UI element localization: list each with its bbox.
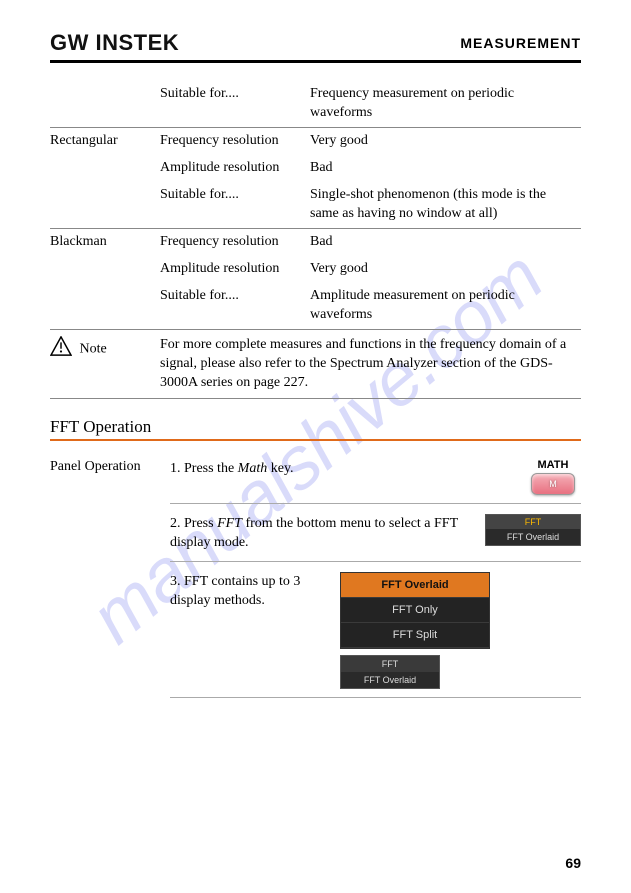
- note-label: Note: [80, 342, 107, 357]
- fft-menu-chip-small: FFT FFT Overlaid: [340, 655, 440, 689]
- menu-item: FFT Split: [341, 623, 489, 648]
- cell-value: Single-shot phenomenon (this mode is the…: [310, 182, 581, 228]
- step-text: 1. Press the Math key.: [170, 459, 525, 479]
- chip-bottom: FFT Overlaid: [486, 529, 580, 545]
- cell-label: Frequency resolution: [160, 128, 310, 155]
- warning-icon: [50, 336, 72, 363]
- chip-top: FFT: [486, 515, 580, 529]
- page-header: GW INSTEK MEASUREMENT: [50, 30, 581, 63]
- brand-logo: GW INSTEK: [50, 30, 179, 56]
- page-number: 69: [565, 855, 581, 871]
- step-divider: [170, 503, 581, 504]
- table-row: Blackman Frequency resolution Bad: [50, 229, 581, 256]
- math-key-button: M: [531, 473, 575, 495]
- step-1: Panel Operation 1. Press the Math key. M…: [50, 459, 581, 495]
- row-name: Blackman: [50, 229, 160, 256]
- cell-label: Amplitude resolution: [160, 155, 310, 182]
- step-2: 2. Press FFT from the bottom menu to sel…: [50, 514, 581, 553]
- window-table: Suitable for.... Frequency measurement o…: [50, 81, 581, 399]
- page-content: GW INSTEK MEASUREMENT Suitable for.... F…: [0, 0, 631, 738]
- section-title: MEASUREMENT: [460, 35, 581, 51]
- row-name: Rectangular: [50, 128, 160, 155]
- chip-top: FFT: [341, 656, 439, 672]
- cell-value: Very good: [310, 128, 581, 155]
- fft-display-menu-block: FFT Overlaid FFT Only FFT Split FFT FFT …: [340, 572, 490, 689]
- table-row: Suitable for.... Single-shot phenomenon …: [50, 182, 581, 228]
- panel-operation-label: Panel Operation: [50, 459, 170, 475]
- step-text: 3. FFT contains up to 3 display methods.: [170, 572, 340, 611]
- table-row: Amplitude resolution Bad: [50, 155, 581, 182]
- cell-value: Bad: [310, 229, 581, 256]
- cell-label: Frequency resolution: [160, 229, 310, 256]
- cell-value: Frequency measurement on periodic wavefo…: [310, 81, 581, 127]
- note-text: For more complete measures and functions…: [160, 330, 581, 397]
- step-divider: [170, 697, 581, 698]
- fft-menu-chip: FFT FFT Overlaid: [485, 514, 581, 546]
- note-row: Note For more complete measures and func…: [50, 330, 581, 397]
- step-text: 2. Press FFT from the bottom menu to sel…: [170, 514, 485, 553]
- cell-value: Bad: [310, 155, 581, 182]
- menu-item: FFT Only: [341, 598, 489, 623]
- cell-label: Suitable for....: [160, 182, 310, 228]
- cell-value: Amplitude measurement on periodic wavefo…: [310, 283, 581, 329]
- math-key-graphic: MATH M: [525, 459, 581, 495]
- fft-heading: FFT Operation: [50, 417, 581, 437]
- cell-label: Amplitude resolution: [160, 256, 310, 283]
- heading-rule: [50, 439, 581, 441]
- table-row: Amplitude resolution Very good: [50, 256, 581, 283]
- step-3: 3. FFT contains up to 3 display methods.…: [50, 572, 581, 689]
- fft-display-menu: FFT Overlaid FFT Only FFT Split: [340, 572, 490, 649]
- step-divider: [170, 561, 581, 562]
- menu-item-active: FFT Overlaid: [341, 573, 489, 598]
- table-row: Suitable for.... Frequency measurement o…: [50, 81, 581, 127]
- table-row: Rectangular Frequency resolution Very go…: [50, 128, 581, 155]
- cell-label: Suitable for....: [160, 283, 310, 329]
- cell-label: Suitable for....: [160, 81, 310, 127]
- table-row: Suitable for.... Amplitude measurement o…: [50, 283, 581, 329]
- chip-bottom: FFT Overlaid: [341, 672, 439, 688]
- cell-value: Very good: [310, 256, 581, 283]
- math-key-label: MATH: [538, 459, 569, 471]
